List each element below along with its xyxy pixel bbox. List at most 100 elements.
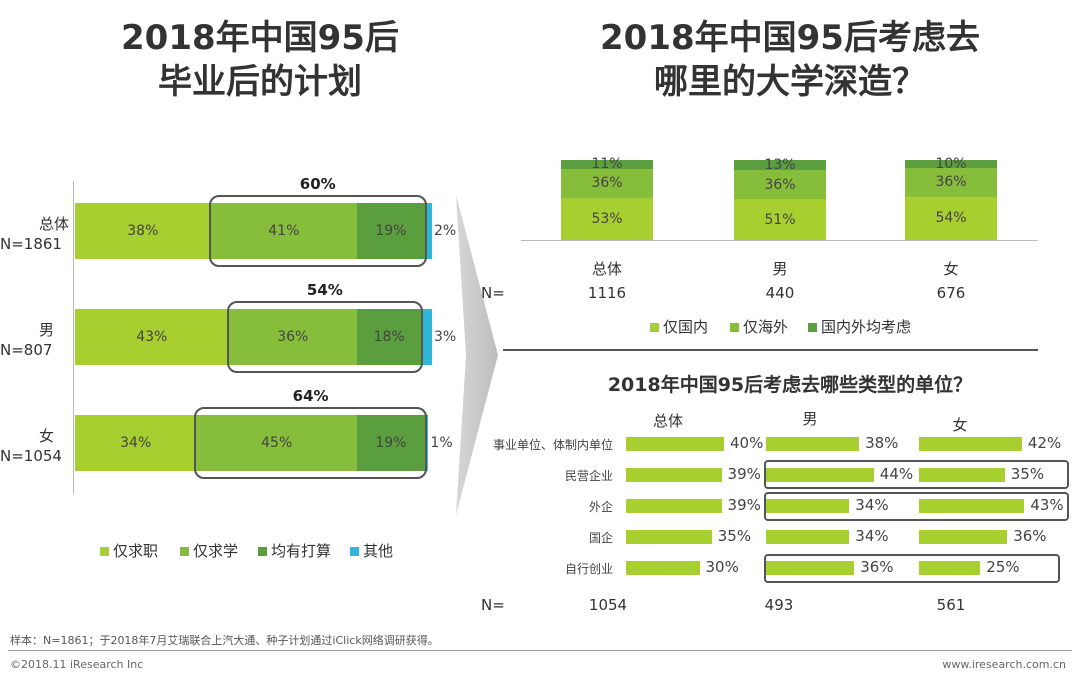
data-label: 36% (935, 174, 967, 191)
data-label: 42% (1027, 434, 1062, 452)
highlight-box (208, 195, 427, 267)
bar-segment (734, 170, 826, 200)
data-label: 13% (764, 157, 796, 174)
group-n: 561 (936, 596, 966, 614)
highlight-total: 64% (292, 387, 329, 405)
bar (626, 530, 712, 544)
group-header: 女 (952, 416, 968, 434)
right-title-line2: 哪里的大学深造？ (654, 62, 926, 102)
bar-segment (905, 168, 997, 197)
legend-item: 仅求学 (180, 540, 238, 561)
n-label: N= (481, 284, 505, 302)
bar-segment (357, 203, 425, 259)
bar-segment (228, 309, 358, 365)
arrow-right-icon (456, 195, 498, 515)
divider (503, 349, 1038, 351)
bar (919, 561, 981, 575)
data-label: 34% (855, 527, 889, 545)
legend-swatch (730, 323, 739, 332)
group-n: 493 (764, 596, 794, 614)
data-label: 36% (277, 329, 309, 345)
data-label: 36% (860, 558, 894, 576)
data-label: 36% (1013, 527, 1047, 545)
data-label: 38% (127, 223, 159, 239)
footnote: 样本：N=1861；于2018年7月艾瑞联合上汽大通、种子计划通过iClick网… (10, 634, 439, 647)
legend-swatch (650, 323, 659, 332)
bar-segment (75, 309, 229, 365)
data-label: 34% (120, 435, 152, 451)
bar (766, 561, 855, 575)
bar-segment (75, 203, 211, 259)
legend-item: 仅求职 (100, 540, 158, 561)
legend-swatch (180, 547, 189, 556)
legend-item: 仅海外 (730, 316, 788, 337)
bar-segment (905, 196, 997, 240)
bar (766, 468, 874, 482)
legend-item: 国内外均考虑 (808, 316, 911, 337)
category-label: 外企 (588, 500, 613, 514)
legend-label: 仅求职 (113, 542, 159, 560)
bar (766, 499, 850, 513)
bar-segment (421, 309, 432, 365)
right-title-line1: 2018年中国95后考虑去 (600, 18, 980, 58)
data-label: 2% (434, 223, 457, 239)
column-n: 1116 (587, 284, 627, 302)
data-label: 39% (727, 465, 761, 483)
highlight-total: 54% (306, 281, 343, 299)
highlight-box (194, 407, 427, 479)
highlight-total: 60% (299, 175, 336, 193)
bar-segment (357, 415, 425, 471)
bar-segment (561, 160, 653, 169)
data-label: 10% (935, 156, 967, 172)
data-label: 43% (1030, 496, 1064, 514)
column-label: 总体 (591, 260, 622, 278)
legend-item: 仅国内 (650, 316, 708, 337)
category-label: 国企 (588, 531, 613, 545)
data-label: 45% (261, 435, 293, 451)
left-title-line1: 2018年中国95后 (121, 18, 399, 58)
bar-segment (196, 415, 358, 471)
row-n-label: N=1861 (0, 235, 62, 253)
highlight-box (764, 554, 1060, 583)
row-label: 女 (39, 427, 55, 445)
category-label: 民营企业 (564, 469, 613, 483)
data-label: 44% (879, 465, 914, 483)
legend-item: 其他 (350, 540, 393, 561)
highlight-box (764, 492, 1069, 521)
row-n-label: N=807 (0, 341, 53, 359)
bar (766, 530, 850, 544)
data-label: 25% (986, 558, 1020, 576)
data-label: 40% (730, 434, 764, 452)
data-label: 1% (430, 435, 453, 451)
bar-segment (424, 203, 432, 259)
highlight-box (226, 301, 424, 373)
right-top-axis (521, 240, 1038, 241)
data-label: 36% (764, 176, 796, 193)
data-label: 36% (591, 175, 623, 192)
bar-segment (210, 203, 358, 259)
left-axis-line (73, 181, 74, 494)
legend-item: 均有打算 (258, 540, 331, 561)
data-label: 43% (136, 329, 168, 345)
data-label: 30% (705, 558, 739, 576)
data-label: 51% (764, 211, 796, 228)
legend-label: 其他 (363, 542, 394, 560)
column-label: 男 (772, 260, 788, 278)
bar (919, 499, 1025, 513)
bar-segment (561, 168, 653, 198)
data-label: 53% (591, 210, 623, 227)
bar-segment (75, 415, 197, 471)
unit-type-title: 2018年中国95后考虑去哪些类型的单位？ (607, 374, 973, 396)
column-n: 676 (936, 284, 966, 302)
legend-label: 仅海外 (743, 318, 789, 336)
n-label: N= (481, 596, 505, 614)
category-label: 自行创业 (564, 562, 613, 576)
left-title-line2: 毕业后的计划 (158, 62, 362, 102)
data-label: 35% (1010, 465, 1045, 483)
legend-label: 仅求学 (193, 542, 239, 560)
group-n: 1054 (588, 596, 628, 614)
data-label: 18% (373, 329, 405, 345)
bar (766, 437, 860, 451)
data-label: 3% (434, 329, 457, 345)
bar-segment (905, 160, 997, 168)
